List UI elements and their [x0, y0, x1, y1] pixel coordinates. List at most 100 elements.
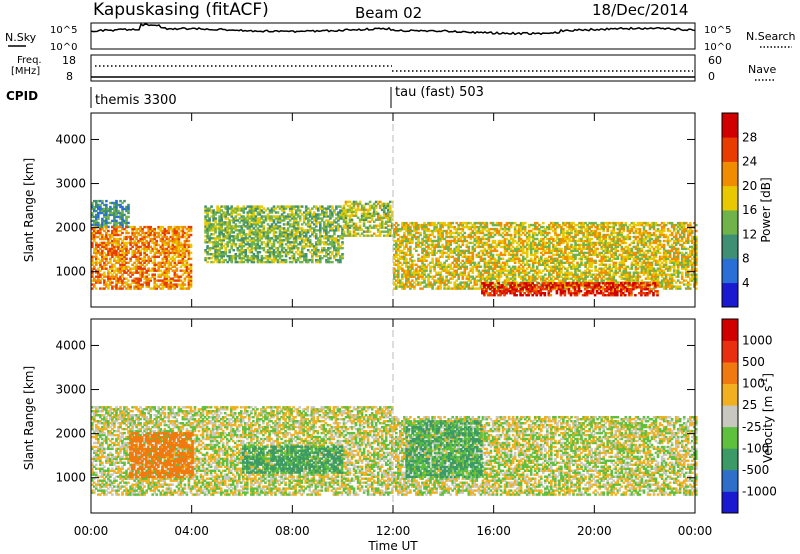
range-gate-cell — [111, 287, 114, 290]
range-gate-cell — [572, 263, 575, 266]
range-gate-cell — [157, 255, 160, 258]
range-gate-cell — [311, 227, 314, 230]
range-gate-cell — [115, 239, 118, 243]
range-gate-cell — [527, 265, 531, 268]
range-gate-cell — [185, 237, 189, 241]
range-gate-cell — [242, 241, 246, 244]
range-gate-cell — [590, 259, 593, 262]
range-gate-cell — [397, 273, 400, 276]
range-gate-cell — [327, 237, 330, 240]
range-gate-cell — [342, 218, 346, 221]
range-gate-cell — [437, 229, 440, 233]
range-gate-cell — [399, 265, 402, 268]
range-gate-cell — [335, 229, 338, 232]
range-gate-cell — [568, 257, 571, 260]
range-gate-cell — [226, 241, 229, 244]
range-gate-cell — [393, 283, 396, 286]
range-gate-cell — [125, 219, 128, 223]
range-gate-cell — [540, 275, 543, 278]
range-gate-cell — [135, 287, 138, 290]
range-gate-cell — [290, 217, 294, 220]
range-gate-cell — [284, 239, 288, 242]
range-gate-cell — [337, 229, 340, 232]
range-gate-cell — [216, 260, 219, 264]
range-gate-cell — [451, 273, 454, 276]
range-gate-cell — [544, 229, 547, 233]
range-gate-cell — [183, 243, 187, 247]
range-gate-cell — [298, 235, 302, 238]
range-gate-cell — [485, 241, 489, 245]
range-gate-cell — [546, 231, 549, 235]
range-gate-cell — [105, 259, 108, 262]
range-gate-cell — [163, 273, 167, 276]
range-gate-cell — [256, 237, 260, 240]
range-gate-cell — [222, 221, 225, 224]
range-gate-cell — [119, 205, 122, 209]
range-gate-cell — [447, 247, 450, 251]
range-gate-cell — [344, 210, 348, 214]
range-gate-cell — [395, 255, 398, 258]
range-gate-cell — [149, 269, 152, 272]
range-gate-cell — [391, 212, 394, 215]
range-gate-cell — [350, 206, 354, 210]
range-gate-cell — [236, 219, 240, 222]
range-gate-cell — [443, 279, 446, 282]
range-gate-cell — [513, 261, 517, 264]
range-gate-cell — [99, 203, 102, 207]
range-gate-cell — [280, 207, 284, 210]
range-gate-cell — [179, 235, 183, 239]
range-gate-cell — [469, 225, 473, 229]
range-gate-cell — [244, 239, 248, 242]
range-gate-cell — [151, 233, 154, 237]
range-gate-cell — [113, 253, 116, 257]
range-gate-cell — [125, 271, 128, 274]
range-gate-cell — [407, 277, 410, 280]
range-gate-cell — [473, 223, 477, 227]
range-gate-cell — [240, 241, 244, 244]
range-gate-cell — [397, 245, 400, 249]
range-gate-cell — [183, 255, 187, 258]
range-gate-cell — [401, 241, 404, 245]
range-gate-cell — [250, 225, 254, 228]
range-gate-cell — [588, 271, 591, 274]
range-gate-cell — [447, 271, 450, 274]
range-gate-cell — [556, 223, 559, 227]
range-gate-cell — [99, 207, 102, 211]
range-gate-cell — [272, 249, 276, 252]
range-gate-cell — [151, 255, 154, 258]
range-gate-cell — [125, 249, 128, 253]
range-gate-cell — [411, 235, 414, 239]
range-gate-cell — [204, 258, 207, 262]
range-gate-cell — [477, 271, 481, 274]
range-gate-cell — [208, 235, 211, 238]
range-gate-cell — [550, 227, 553, 231]
range-gate-cell — [248, 229, 252, 232]
range-gate-cell — [105, 211, 108, 215]
range-gate-cell — [173, 275, 177, 278]
range-gate-cell — [554, 269, 557, 272]
range-gate-cell — [578, 269, 581, 272]
range-gate-cell — [568, 251, 571, 255]
range-gate-cell — [151, 275, 154, 278]
range-gate-cell — [497, 241, 501, 245]
range-gate-cell — [427, 251, 430, 255]
range-gate-cell — [107, 209, 110, 213]
range-gate-cell — [244, 207, 248, 210]
range-gate-cell — [300, 237, 304, 240]
range-gate-cell — [487, 251, 491, 255]
range-gate-cell — [459, 267, 462, 270]
range-gate-cell — [177, 235, 181, 239]
range-gate-cell — [519, 259, 523, 262]
range-gate-cell — [306, 249, 310, 252]
range-gate-cell — [308, 251, 312, 254]
range-gate-cell — [282, 217, 286, 220]
range-gate-cell — [179, 229, 183, 233]
range-gate-cell — [393, 267, 396, 270]
range-gate-cell — [167, 253, 171, 257]
range-gate-cell — [459, 251, 462, 255]
range-gate-cell — [306, 213, 310, 216]
range-gate-cell — [431, 239, 434, 243]
range-gate-cell — [493, 247, 497, 251]
range-gate-cell — [391, 214, 394, 217]
range-gate-cell — [489, 257, 493, 260]
